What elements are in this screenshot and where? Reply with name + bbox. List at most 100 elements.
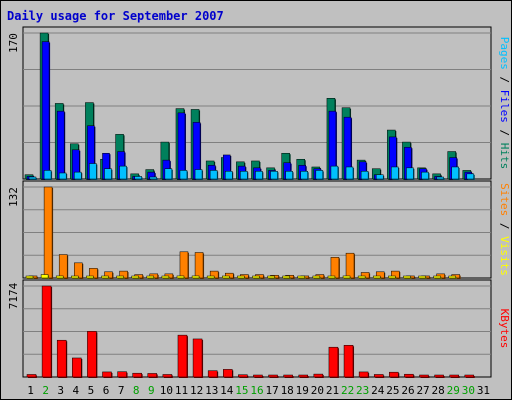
bar-pages-23 xyxy=(360,171,369,180)
bar-visits-7 xyxy=(116,275,124,279)
bar-visits-27 xyxy=(418,275,426,279)
bar-sites-22 xyxy=(345,252,355,279)
bar-pages-15 xyxy=(240,171,248,180)
bar-visits-13 xyxy=(206,275,215,279)
bar-pages-17 xyxy=(270,171,278,180)
bar-visits-1 xyxy=(25,275,34,279)
bar-visits-3 xyxy=(55,275,64,279)
bar-kbytes-4 xyxy=(72,357,82,378)
bar-sites-3 xyxy=(58,254,68,279)
side-label-part: / xyxy=(498,70,511,90)
bar-pages-13 xyxy=(209,170,218,180)
bar-pages-2 xyxy=(43,170,52,180)
bar-kbytes-25 xyxy=(389,371,399,378)
x-tick-label-19: 19 xyxy=(296,384,309,397)
bar-kbytes-16 xyxy=(253,374,263,378)
bar-kbytes-11 xyxy=(177,334,188,378)
bar-visits-24 xyxy=(372,275,381,279)
bar-pages-28 xyxy=(436,176,444,180)
x-tick-label-1: 1 xyxy=(27,384,34,397)
y-max-label: 7174 xyxy=(7,282,20,309)
bar-pages-24 xyxy=(375,174,384,180)
y-max-label: 170 xyxy=(7,33,20,53)
bar-visits-28 xyxy=(433,275,441,279)
bar-visits-10 xyxy=(161,275,170,279)
bar-pages-9 xyxy=(149,176,158,180)
side-label-bottom: KBytes xyxy=(498,309,511,349)
x-tick-label-10: 10 xyxy=(160,384,173,397)
bar-kbytes-15 xyxy=(238,374,248,378)
bar-pages-12 xyxy=(194,169,203,180)
x-tick-label-21: 21 xyxy=(326,384,339,397)
bar-files-11 xyxy=(177,112,186,180)
bar-kbytes-28 xyxy=(434,374,444,378)
side-label-part: Files xyxy=(498,90,511,123)
bar-kbytes-19 xyxy=(298,374,308,378)
side-label-part: / xyxy=(498,216,511,236)
bar-sites-4 xyxy=(74,262,83,279)
x-tick-label-15: 15 xyxy=(235,384,248,397)
bar-visits-19 xyxy=(297,275,305,279)
bar-kbytes-21 xyxy=(328,346,339,378)
side-label-part: Pages xyxy=(498,37,511,70)
bar-kbytes-6 xyxy=(102,371,112,378)
bar-kbytes-20 xyxy=(313,373,324,378)
bar-pages-19 xyxy=(300,171,308,180)
bar-kbytes-22 xyxy=(343,345,354,378)
x-tick-label-26: 26 xyxy=(401,384,414,397)
bar-pages-1 xyxy=(28,176,37,180)
bar-kbytes-8 xyxy=(132,372,142,378)
x-tick-label-12: 12 xyxy=(190,384,203,397)
panel-kbytes: 7174 KBytes xyxy=(7,279,511,378)
bar-files-2 xyxy=(41,41,50,180)
bar-visits-4 xyxy=(71,275,79,279)
bar-kbytes-30 xyxy=(464,374,475,378)
bar-pages-6 xyxy=(104,168,112,180)
chart-panels: 170 Pages / Files / Hits 132 Sites / Visits… xyxy=(7,26,511,378)
bar-pages-8 xyxy=(134,176,142,180)
bar-kbytes-2 xyxy=(41,285,52,378)
bar-visits-20 xyxy=(312,275,321,279)
bar-pages-25 xyxy=(391,166,399,180)
side-label-middle: Sites / Visits xyxy=(498,183,511,276)
x-tick-label-28: 28 xyxy=(432,384,445,397)
x-tick-label-24: 24 xyxy=(371,384,385,397)
side-label-part: / xyxy=(498,123,511,143)
bar-kbytes-27 xyxy=(419,374,429,378)
bar-kbytes-18 xyxy=(283,374,293,378)
side-label-part: Visits xyxy=(498,236,511,276)
bar-kbytes-23 xyxy=(358,371,369,378)
x-tick-label-6: 6 xyxy=(103,384,110,397)
bar-visits-17 xyxy=(267,275,275,279)
bar-pages-30 xyxy=(466,173,475,180)
bar-visits-23 xyxy=(357,275,366,279)
panel-background xyxy=(22,180,492,279)
x-tick-label-20: 20 xyxy=(311,384,324,397)
side-label-top: Pages / Files / Hits xyxy=(498,37,511,170)
x-tick-label-5: 5 xyxy=(88,384,95,397)
bar-visits-14 xyxy=(222,275,230,279)
x-tick-label-14: 14 xyxy=(220,384,234,397)
bar-kbytes-3 xyxy=(56,339,67,378)
bar-visits-21 xyxy=(327,275,336,279)
x-tick-label-13: 13 xyxy=(205,384,218,397)
bar-visits-22 xyxy=(342,275,351,279)
bar-visits-8 xyxy=(131,275,139,279)
y-max-label: 132 xyxy=(7,187,20,207)
bar-kbytes-26 xyxy=(404,373,414,378)
x-tick-label-27: 27 xyxy=(416,384,429,397)
bar-visits-16 xyxy=(252,275,260,279)
bar-sites-11 xyxy=(179,251,189,279)
x-tick-label-7: 7 xyxy=(118,384,125,397)
bar-visits-6 xyxy=(101,275,109,279)
panel-sites-visits: 132 Sites / Visits xyxy=(7,180,511,279)
side-label-part: Sites xyxy=(498,183,511,216)
bar-kbytes-5 xyxy=(87,331,97,378)
x-tick-label-8: 8 xyxy=(133,384,140,397)
x-tick-label-4: 4 xyxy=(73,384,80,397)
bar-visits-26 xyxy=(403,275,411,279)
side-label-part: KBytes xyxy=(498,309,511,349)
bar-visits-29 xyxy=(448,275,456,279)
bar-kbytes-14 xyxy=(223,369,233,378)
bar-pages-4 xyxy=(74,171,82,180)
